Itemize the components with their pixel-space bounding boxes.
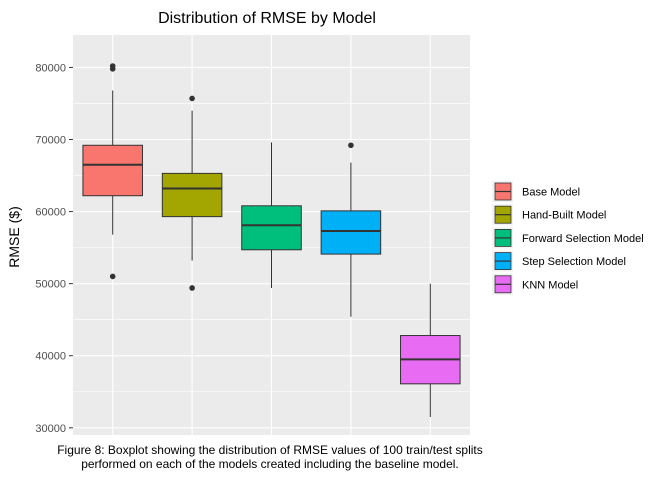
- box-iqr: [82, 144, 143, 197]
- box-knn-model: [400, 283, 461, 417]
- outlier-point: [189, 285, 195, 291]
- y-tick-label: 40000: [35, 351, 66, 363]
- y-axis-title: RMSE ($): [6, 206, 22, 267]
- y-tick-label: 60000: [35, 207, 66, 219]
- chart-title: Distribution of RMSE by Model: [158, 10, 376, 27]
- box-iqr: [241, 205, 302, 251]
- box-forward-selection-model: [241, 142, 302, 288]
- boxplot-chart: Distribution of RMSE by Model 30000 40000…: [6, 10, 644, 435]
- figure-caption: Figure 8: Boxplot showing the distributi…: [0, 443, 540, 471]
- y-tick-label: 30000: [35, 423, 66, 435]
- box-step-selection-model: [320, 142, 382, 317]
- box-iqr: [320, 210, 382, 255]
- legend-label: Step Selection Model: [522, 256, 626, 268]
- box-layer: [82, 63, 461, 417]
- box-iqr: [161, 172, 223, 218]
- legend-item: KNN Model: [492, 273, 578, 295]
- legend-label: Base Model: [522, 187, 580, 199]
- y-tick-label: 50000: [35, 279, 66, 291]
- legend-label: Hand-Built Model: [522, 210, 606, 222]
- outlier-point: [189, 95, 195, 102]
- outlier-point: [348, 142, 354, 149]
- legend-label: KNN Model: [522, 279, 578, 291]
- box-hand-built-model: [161, 95, 223, 291]
- legend-item: Forward Selection Model: [492, 227, 644, 249]
- legend-item: Step Selection Model: [492, 250, 626, 272]
- caption-line-2: performed on each of the models created …: [81, 457, 459, 471]
- legend-item: Hand-Built Model: [492, 204, 606, 226]
- legend-label: Forward Selection Model: [522, 233, 644, 245]
- legend-item: Base Model: [492, 181, 580, 202]
- y-tick-label: 80000: [35, 62, 66, 74]
- caption-line-1: Figure 8: Boxplot showing the distributi…: [57, 443, 483, 457]
- y-tick-label: 70000: [35, 135, 66, 147]
- box-base-model: [82, 63, 143, 280]
- outlier-point: [109, 63, 116, 69]
- legend: Base Model Hand-Built Model Forward Select…: [492, 181, 644, 295]
- y-axis: 30000 40000 50000 60000 70000 80000: [35, 62, 73, 435]
- outlier-point: [109, 273, 116, 280]
